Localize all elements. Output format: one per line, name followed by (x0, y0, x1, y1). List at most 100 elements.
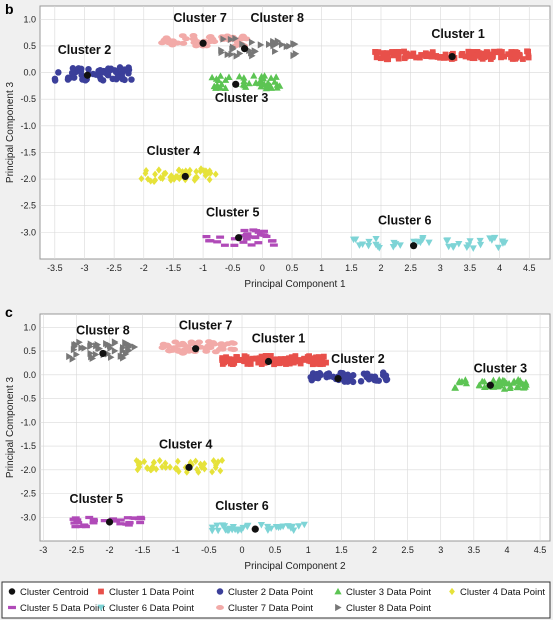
data-point (162, 38, 171, 44)
legend-label: Cluster 6 Data Point (109, 603, 194, 614)
data-point (224, 50, 232, 59)
legend-label: Cluster 2 Data Point (228, 587, 313, 598)
data-point (443, 237, 451, 245)
data-point (381, 54, 388, 61)
data-point (195, 468, 202, 476)
data-point (147, 466, 154, 474)
data-point (156, 457, 163, 465)
legend-marker (8, 588, 16, 595)
y-tick-label: -1.5 (20, 147, 36, 157)
data-point (55, 69, 62, 76)
data-point (235, 72, 244, 80)
data-point (95, 344, 102, 352)
data-point (179, 40, 188, 46)
data-point (276, 82, 284, 89)
data-point (239, 234, 248, 238)
x-tick-label: 4.5 (523, 263, 536, 273)
data-point (221, 84, 230, 92)
data-point (319, 360, 326, 366)
data-point (99, 68, 106, 76)
data-point (216, 84, 225, 91)
cluster-label: Cluster 5 (70, 492, 124, 506)
data-point (208, 73, 216, 81)
data-point (269, 243, 278, 247)
panel-label: c (5, 304, 13, 320)
data-point (173, 40, 182, 46)
cluster-centroid (251, 525, 259, 533)
data-point (483, 49, 490, 55)
data-point (134, 466, 141, 474)
x-tick-label: 2 (378, 263, 383, 273)
data-point (272, 524, 280, 531)
data-point (501, 239, 509, 247)
data-point (247, 357, 254, 363)
data-point (458, 52, 465, 59)
data-point (124, 523, 133, 527)
data-point (220, 243, 229, 247)
data-point (178, 340, 187, 346)
data-point (197, 460, 204, 468)
data-point (234, 528, 242, 535)
x-tick-label: 1.5 (335, 545, 348, 555)
data-point (272, 73, 280, 80)
data-point (229, 523, 237, 531)
data-point (383, 50, 390, 56)
data-point (409, 52, 416, 59)
cluster-label: Cluster 1 (431, 27, 485, 41)
data-point (235, 357, 242, 363)
data-point (69, 355, 77, 363)
cluster-centroid (83, 71, 92, 79)
data-point (141, 457, 148, 466)
data-point (90, 518, 98, 523)
data-point (524, 48, 530, 55)
data-point (262, 84, 270, 92)
x-tick-label: -1 (199, 263, 207, 273)
data-point (325, 370, 333, 377)
data-point (416, 239, 424, 247)
cluster-centroid (99, 349, 107, 358)
data-point (478, 377, 486, 385)
data-point (259, 74, 268, 82)
legend-item: Cluster 2 Data Point (216, 587, 313, 598)
data-point (138, 175, 145, 183)
y-tick-label: 1.0 (23, 14, 36, 24)
data-point (171, 175, 178, 183)
data-point (401, 55, 408, 62)
cluster-centroid (199, 39, 207, 47)
legend-item: Cluster 5 Data Point (8, 603, 105, 614)
data-point (239, 33, 247, 39)
series-cluster-8 (66, 338, 139, 363)
data-point (476, 237, 484, 245)
data-point (306, 353, 312, 360)
y-axis-label: Principal Component 3 (5, 376, 16, 478)
legend-label: Cluster 7 Data Point (228, 603, 313, 614)
data-point (195, 339, 204, 345)
data-point (165, 348, 173, 354)
data-point (512, 50, 519, 57)
series-cluster-5 (202, 228, 278, 247)
data-point (123, 516, 132, 520)
data-point (425, 239, 433, 247)
data-point (483, 53, 490, 59)
data-point (229, 45, 236, 53)
data-point (263, 80, 272, 88)
x-tick-label: -2 (140, 263, 148, 273)
data-point (313, 355, 320, 361)
data-point (201, 465, 208, 473)
data-point (297, 360, 304, 367)
data-point (219, 356, 226, 363)
data-point (216, 72, 225, 79)
data-point (116, 522, 125, 526)
data-point (279, 41, 286, 49)
data-point (229, 340, 238, 346)
data-point (469, 49, 476, 56)
data-point (217, 467, 224, 475)
data-point (201, 345, 210, 351)
legend-marker (8, 605, 16, 610)
data-point (248, 38, 256, 46)
data-point (256, 76, 265, 84)
data-point (375, 49, 382, 55)
data-point (260, 229, 268, 233)
cluster-centroid (181, 172, 189, 181)
y-tick-label: -0.5 (20, 94, 36, 104)
